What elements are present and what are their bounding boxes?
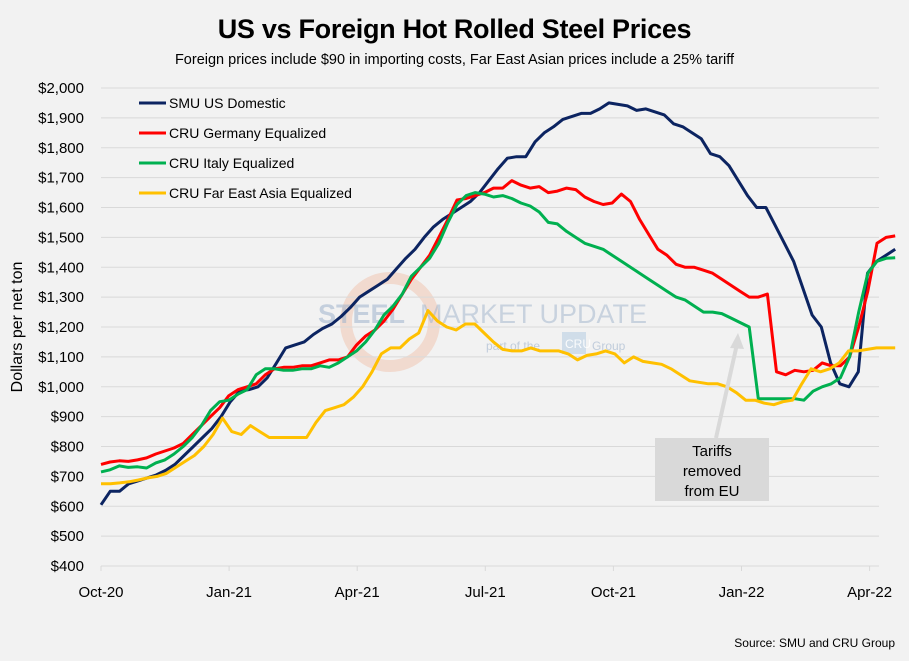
y-tick-label: $500 xyxy=(51,528,84,545)
y-tick-label: $2,000 xyxy=(38,80,84,97)
x-tick-label: Oct-21 xyxy=(591,584,636,601)
x-tick-label: Jul-21 xyxy=(465,584,506,601)
y-tick-label: $1,600 xyxy=(38,200,84,217)
y-tick-label: $1,400 xyxy=(38,259,84,276)
y-tick-label: $1,500 xyxy=(38,229,84,246)
y-tick-label: $1,700 xyxy=(38,170,84,187)
series-line-cru-far-east-asia-equalized xyxy=(101,309,896,486)
series-lines xyxy=(99,101,897,506)
series-line-cru-germany-equalized xyxy=(100,179,896,466)
chart-subtitle: Foreign prices include $90 in importing … xyxy=(174,52,735,68)
x-tick-label: Jan-22 xyxy=(719,584,765,601)
y-tick-label: $1,200 xyxy=(38,319,84,336)
watermark-badge-text: CRU xyxy=(565,337,591,351)
y-tick-label: $400 xyxy=(51,558,84,575)
legend: SMU US Domestic CRU Germany Equalized CRU … xyxy=(139,95,352,201)
y-tick-label: $1,800 xyxy=(38,140,84,157)
chart-title: US vs Foreign Hot Rolled Steel Prices xyxy=(217,14,692,44)
x-tick-label: Apr-21 xyxy=(335,584,380,601)
x-tick-label: Jan-21 xyxy=(206,584,252,601)
legend-label: CRU Italy Equalized xyxy=(169,155,294,171)
legend-label: CRU Germany Equalized xyxy=(169,125,326,141)
annotation-arrow-shaft xyxy=(714,343,739,439)
watermark-text: MARKET UPDATE xyxy=(420,299,647,329)
annotation-box xyxy=(655,438,769,501)
y-tick-label: $1,900 xyxy=(38,110,84,127)
annotation-line-3: from EU xyxy=(684,483,739,500)
annotation-line-2: removed xyxy=(683,463,741,480)
annotation-arrow-head xyxy=(730,333,744,349)
watermark-subtext-tail: Group xyxy=(592,339,626,353)
legend-label: SMU US Domestic xyxy=(169,95,286,111)
x-axis: Oct-20 Jan-21 Apr-21 Jul-21 Oct-21 Jan-22 Apr-… xyxy=(78,566,892,601)
y-axis: $400 $500 $600 $700 $800 $900 $1,000 $1,100 $1,2… xyxy=(38,80,84,575)
y-tick-label: $900 xyxy=(51,409,84,426)
x-tick-label: Oct-20 xyxy=(78,584,123,601)
y-tick-label: $1,100 xyxy=(38,349,84,366)
annotation-tariffs: Tariffs removed from EU xyxy=(655,333,769,501)
y-tick-label: $700 xyxy=(51,468,84,485)
source-note: Source: SMU and CRU Group xyxy=(734,636,895,650)
y-tick-label: $1,000 xyxy=(38,379,84,396)
y-tick-label: $600 xyxy=(51,498,84,515)
y-axis-label: Dollars per net ton xyxy=(9,262,26,393)
watermark-badge xyxy=(562,332,586,354)
series-line-cru-italy-equalized xyxy=(100,191,896,474)
gridlines xyxy=(101,87,879,567)
y-tick-label: $1,300 xyxy=(38,289,84,306)
legend-label: CRU Far East Asia Equalized xyxy=(169,185,352,201)
y-tick-label: $800 xyxy=(51,439,84,456)
annotation-line-1: Tariffs xyxy=(692,443,732,460)
x-tick-label: Apr-22 xyxy=(847,584,892,601)
